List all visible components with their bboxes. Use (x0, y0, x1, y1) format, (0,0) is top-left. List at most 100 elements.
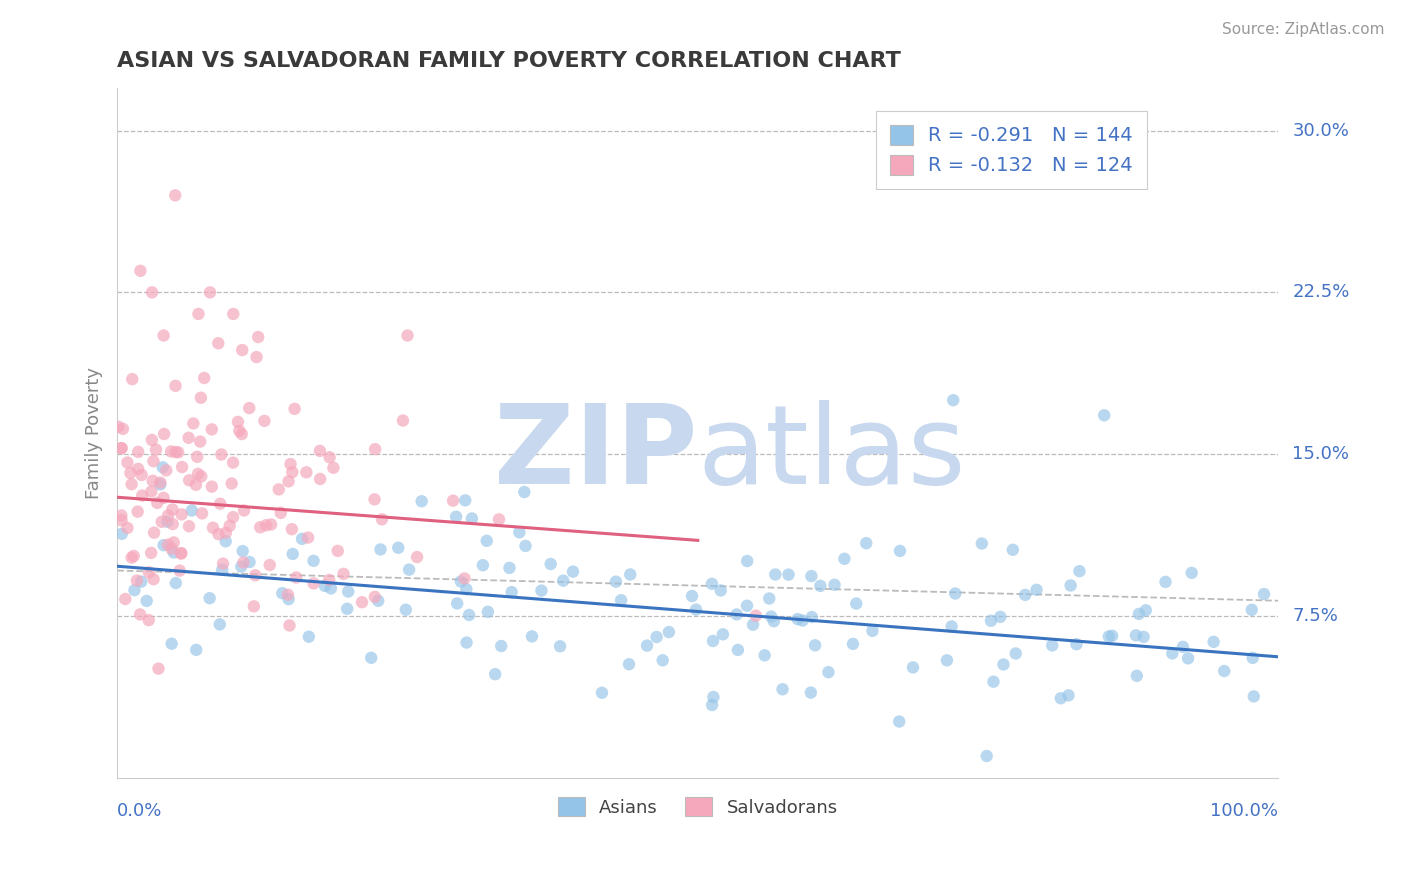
Point (1135, 603, 1157, 617)
Point (141, 285, 163, 300)
Point (1128, 607, 1150, 621)
Point (152, 328, 174, 343)
Point (475, 533, 498, 548)
Point (212, 557, 235, 571)
Point (148, 662, 170, 676)
Text: 30.0%: 30.0% (1292, 121, 1350, 140)
Point (515, 539, 537, 553)
Point (138, 566, 160, 580)
Point (201, 521, 224, 535)
Point (170, 508, 193, 522)
Text: ZIP: ZIP (495, 400, 697, 507)
Point (150, 515, 173, 529)
Point (530, 583, 553, 598)
Point (489, 639, 512, 653)
Point (107, 419, 129, 434)
Point (297, 531, 319, 545)
Point (152, 460, 174, 475)
Point (163, 535, 186, 549)
Point (1240, 603, 1263, 617)
Point (110, 513, 132, 527)
Point (441, 493, 464, 508)
Point (180, 503, 202, 517)
Point (484, 667, 506, 681)
Point (259, 558, 281, 572)
Point (1241, 651, 1264, 665)
Point (889, 544, 911, 558)
Point (513, 485, 536, 500)
Point (271, 586, 294, 600)
Point (1177, 651, 1199, 665)
Point (211, 563, 233, 577)
Point (190, 391, 212, 405)
Point (1001, 542, 1024, 557)
Point (1243, 690, 1265, 704)
Point (935, 653, 957, 667)
Point (165, 445, 187, 459)
Point (238, 401, 260, 415)
Point (742, 617, 765, 632)
Point (152, 538, 174, 552)
Point (458, 607, 481, 622)
Point (198, 591, 221, 606)
Text: ASIAN VS SALVADORAN FAMILY POVERTY CORRELATION CHART: ASIAN VS SALVADORAN FAMILY POVERTY CORRE… (117, 51, 901, 70)
Point (149, 477, 172, 491)
Point (129, 574, 152, 589)
Point (309, 443, 332, 458)
Point (284, 401, 307, 416)
Point (471, 558, 494, 573)
Point (121, 477, 143, 491)
Point (142, 474, 165, 488)
Point (941, 619, 963, 633)
Point (1181, 566, 1204, 580)
Point (326, 544, 349, 558)
Point (395, 603, 418, 617)
Point (983, 674, 1005, 689)
Point (131, 489, 153, 503)
Point (111, 526, 134, 541)
Point (277, 475, 299, 489)
Point (454, 493, 477, 508)
Point (778, 567, 800, 582)
Point (245, 350, 267, 364)
Point (156, 538, 179, 552)
Point (302, 554, 325, 568)
Point (1025, 582, 1047, 597)
Point (149, 475, 172, 490)
Point (1004, 647, 1026, 661)
Point (1101, 629, 1123, 643)
Point (281, 465, 304, 479)
Point (179, 473, 201, 487)
Point (993, 657, 1015, 672)
Point (1154, 574, 1177, 589)
Point (501, 585, 523, 599)
Point (1171, 640, 1194, 654)
Point (1161, 647, 1184, 661)
Point (520, 629, 543, 643)
Point (127, 445, 149, 459)
Point (222, 510, 245, 524)
Point (804, 638, 827, 652)
Point (456, 635, 478, 649)
Point (711, 627, 734, 641)
Point (700, 698, 723, 712)
Point (337, 584, 360, 599)
Point (201, 480, 224, 494)
Point (249, 520, 271, 534)
Text: 7.5%: 7.5% (1292, 607, 1339, 624)
Point (177, 431, 200, 445)
Point (155, 463, 177, 477)
Point (360, 650, 382, 665)
Point (110, 441, 132, 455)
Point (735, 554, 758, 568)
Point (1040, 639, 1063, 653)
Point (232, 544, 254, 558)
Point (477, 605, 499, 619)
Text: 100.0%: 100.0% (1211, 802, 1278, 820)
Point (193, 371, 215, 385)
Point (681, 589, 703, 603)
Point (285, 570, 308, 584)
Point (198, 285, 221, 300)
Point (184, 477, 207, 491)
Point (170, 546, 193, 560)
